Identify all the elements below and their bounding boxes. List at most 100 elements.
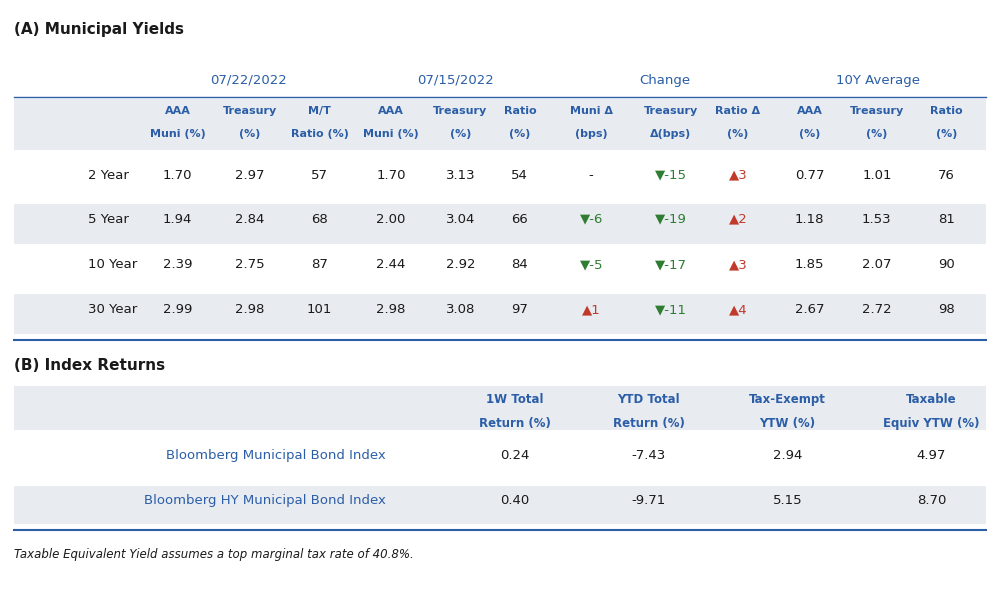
Text: YTW (%): YTW (%) xyxy=(760,417,816,430)
Text: Tax-Exempt: Tax-Exempt xyxy=(749,393,826,407)
Text: 1W Total: 1W Total xyxy=(486,393,544,407)
Text: (%): (%) xyxy=(799,129,820,139)
Text: Treasury: Treasury xyxy=(433,106,487,115)
Text: -9.71: -9.71 xyxy=(632,494,666,507)
Text: Equiv YTW (%): Equiv YTW (%) xyxy=(883,417,980,430)
Text: 3.04: 3.04 xyxy=(446,213,475,226)
Text: Treasury: Treasury xyxy=(223,106,277,115)
Text: 1.70: 1.70 xyxy=(163,169,192,182)
Text: 101: 101 xyxy=(307,303,332,316)
Text: ▲1: ▲1 xyxy=(582,303,601,316)
Text: 10Y Average: 10Y Average xyxy=(836,74,920,87)
Text: 2 Year: 2 Year xyxy=(88,169,129,182)
Text: (B) Index Returns: (B) Index Returns xyxy=(14,358,165,373)
Text: 0.77: 0.77 xyxy=(795,169,824,182)
Text: ▼-5: ▼-5 xyxy=(579,258,603,271)
Text: Ratio Δ: Ratio Δ xyxy=(715,106,761,115)
Text: ▼-6: ▼-6 xyxy=(580,213,603,226)
Text: 87: 87 xyxy=(311,258,328,271)
Text: 1.53: 1.53 xyxy=(862,213,892,226)
Text: ▼-11: ▼-11 xyxy=(655,303,687,316)
Text: ▼-17: ▼-17 xyxy=(655,258,687,271)
Text: 3.13: 3.13 xyxy=(446,169,475,182)
Text: 2.98: 2.98 xyxy=(376,303,406,316)
Text: 2.39: 2.39 xyxy=(163,258,192,271)
Text: 30 Year: 30 Year xyxy=(88,303,138,316)
Text: -7.43: -7.43 xyxy=(632,449,666,462)
Text: Muni (%): Muni (%) xyxy=(363,129,419,139)
Text: 5 Year: 5 Year xyxy=(88,213,129,226)
Text: 1.94: 1.94 xyxy=(163,213,192,226)
Text: ▼-19: ▼-19 xyxy=(655,213,687,226)
Text: Return (%): Return (%) xyxy=(613,417,685,430)
Text: ▲4: ▲4 xyxy=(729,303,747,316)
Text: 57: 57 xyxy=(311,169,328,182)
Text: Change: Change xyxy=(639,74,690,87)
FancyBboxPatch shape xyxy=(14,249,986,289)
Text: 07/15/2022: 07/15/2022 xyxy=(417,74,494,87)
Text: 97: 97 xyxy=(511,303,528,316)
Text: 2.67: 2.67 xyxy=(795,303,824,316)
Text: ▲3: ▲3 xyxy=(729,169,747,182)
Text: 1.18: 1.18 xyxy=(795,213,824,226)
Text: 5.15: 5.15 xyxy=(773,494,802,507)
Text: 8.70: 8.70 xyxy=(917,494,946,507)
Text: 07/22/2022: 07/22/2022 xyxy=(210,74,287,87)
Text: ▲3: ▲3 xyxy=(729,258,747,271)
Text: 81: 81 xyxy=(938,213,955,226)
Text: 1.85: 1.85 xyxy=(795,258,824,271)
Text: Δ(bps): Δ(bps) xyxy=(650,129,691,139)
Text: 0.24: 0.24 xyxy=(500,449,530,462)
Text: Return (%): Return (%) xyxy=(479,417,551,430)
Text: Muni Δ: Muni Δ xyxy=(570,106,613,115)
Text: 66: 66 xyxy=(511,213,528,226)
Text: Ratio: Ratio xyxy=(930,106,963,115)
Text: (bps): (bps) xyxy=(575,129,608,139)
Text: 2.44: 2.44 xyxy=(376,258,406,271)
Text: (%): (%) xyxy=(936,129,957,139)
Text: (%): (%) xyxy=(866,129,888,139)
FancyBboxPatch shape xyxy=(14,204,986,243)
Text: 2.94: 2.94 xyxy=(773,449,802,462)
FancyBboxPatch shape xyxy=(14,160,986,199)
Text: Taxable Equivalent Yield assumes a top marginal tax rate of 40.8%.: Taxable Equivalent Yield assumes a top m… xyxy=(14,548,414,561)
Text: ▼-15: ▼-15 xyxy=(655,169,687,182)
Text: 2.72: 2.72 xyxy=(862,303,892,316)
Text: -: - xyxy=(589,169,594,182)
Text: 2.00: 2.00 xyxy=(376,213,406,226)
FancyBboxPatch shape xyxy=(14,441,986,480)
Text: 1.70: 1.70 xyxy=(376,169,406,182)
Text: Treasury: Treasury xyxy=(643,106,698,115)
Text: 1.01: 1.01 xyxy=(862,169,892,182)
Text: Bloomberg Municipal Bond Index: Bloomberg Municipal Bond Index xyxy=(166,449,386,462)
FancyBboxPatch shape xyxy=(14,386,986,430)
Text: 2.75: 2.75 xyxy=(235,258,265,271)
Text: 68: 68 xyxy=(311,213,328,226)
Text: M/T: M/T xyxy=(308,106,331,115)
Text: Ratio (%): Ratio (%) xyxy=(291,129,348,139)
Text: 2.99: 2.99 xyxy=(163,303,192,316)
Text: 54: 54 xyxy=(511,169,528,182)
Text: Treasury: Treasury xyxy=(850,106,904,115)
Text: AAA: AAA xyxy=(378,106,404,115)
FancyBboxPatch shape xyxy=(14,294,986,334)
Text: ▲2: ▲2 xyxy=(729,213,747,226)
Text: Ratio: Ratio xyxy=(504,106,536,115)
Text: Muni (%): Muni (%) xyxy=(150,129,206,139)
Text: YTD Total: YTD Total xyxy=(617,393,680,407)
Text: (%): (%) xyxy=(450,129,471,139)
Text: (%): (%) xyxy=(239,129,261,139)
FancyBboxPatch shape xyxy=(14,99,986,151)
Text: 2.84: 2.84 xyxy=(235,213,265,226)
Text: 84: 84 xyxy=(511,258,528,271)
Text: 2.97: 2.97 xyxy=(235,169,265,182)
Text: 76: 76 xyxy=(938,169,955,182)
Text: 90: 90 xyxy=(938,258,955,271)
Text: Bloomberg HY Municipal Bond Index: Bloomberg HY Municipal Bond Index xyxy=(144,494,386,507)
Text: (%): (%) xyxy=(509,129,531,139)
Text: Taxable: Taxable xyxy=(906,393,957,407)
Text: AAA: AAA xyxy=(796,106,822,115)
Text: 4.97: 4.97 xyxy=(917,449,946,462)
Text: AAA: AAA xyxy=(165,106,191,115)
Text: 10 Year: 10 Year xyxy=(88,258,138,271)
